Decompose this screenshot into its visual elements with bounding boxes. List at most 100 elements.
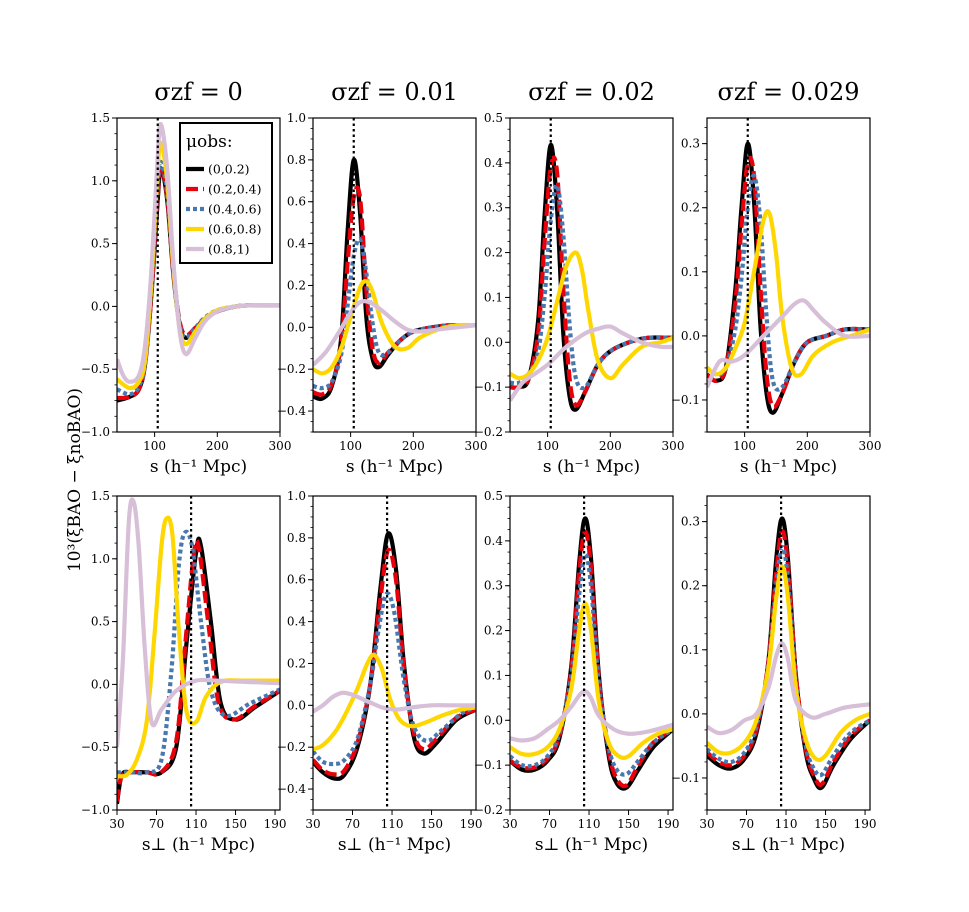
y-tick-label: 0.8 xyxy=(287,531,306,545)
y-tick-label: 0.0 xyxy=(484,713,503,727)
y-tick-label: 0.0 xyxy=(484,335,503,349)
x-axis-label: s⊥ (h⁻¹ Mpc) xyxy=(142,835,255,855)
y-tick-label: 0.1 xyxy=(681,265,700,279)
y-tick-label: 0.0 xyxy=(287,320,306,334)
x-tick-label: 110 xyxy=(381,817,404,831)
series-line-(0.6,0.8) xyxy=(510,250,673,381)
series-line-(0.6,0.8) xyxy=(313,652,476,752)
x-tick-label: 30 xyxy=(502,817,517,831)
shared-y-axis-label: 10³(ξBAO − ξnoBAO) xyxy=(65,388,85,572)
legend-label: (0.8,1) xyxy=(208,242,250,257)
y-tick-label: 0.4 xyxy=(287,615,306,629)
panels-group: −1.0 −0.5 0.0 0.5 1.0 1.5 100 200 300 σzf = 0 s (h… xyxy=(81,78,882,855)
series-line-(0.4,0.6) xyxy=(313,591,476,767)
x-tick-label: 150 xyxy=(224,817,247,831)
series-line-(0.8,1) xyxy=(510,324,673,402)
y-tick-label: −0.1 xyxy=(474,380,503,394)
panel-top-1: −0.4 −0.2 0.0 0.2 0.4 0.6 0.8 1.0 100 200 300 σzf =… xyxy=(277,78,488,477)
legend-title: μobs: xyxy=(186,132,233,152)
panel-top-2: −0.2 −0.1 0.0 0.1 0.2 0.3 0.4 0.5 100 200 300 σzf =… xyxy=(474,78,685,477)
y-tick-label: 1.5 xyxy=(91,111,110,125)
x-tick-label: 30 xyxy=(699,817,714,831)
series-line-(0.4,0.6) xyxy=(707,173,870,392)
series-line-(0.6,0.8) xyxy=(117,515,280,779)
x-axis-label: s (h⁻¹ Mpc) xyxy=(150,457,247,477)
series-line-(0.8,1) xyxy=(117,121,280,384)
series-line-(0.2,0.4) xyxy=(510,529,673,789)
y-tick-label: 0.0 xyxy=(91,677,110,691)
series-line-(0,0.2) xyxy=(313,531,476,781)
series-line-(0.2,0.4) xyxy=(313,547,476,777)
series-line-(0.2,0.4) xyxy=(707,155,870,410)
x-axis-label: s⊥ (h⁻¹ Mpc) xyxy=(338,835,451,855)
y-tick-label: 0.0 xyxy=(91,299,110,313)
y-tick-label: 0.2 xyxy=(484,246,503,260)
y-tick-label: 1.0 xyxy=(91,174,110,188)
y-tick-label: 0.8 xyxy=(287,153,306,167)
panel-top-0: −1.0 −0.5 0.0 0.5 1.0 1.5 100 200 300 σzf = 0 s (h… xyxy=(81,78,292,477)
series-line-(0.8,1) xyxy=(313,690,476,714)
x-tick-label: 70 xyxy=(149,817,164,831)
x-tick-label: 100 xyxy=(536,439,559,453)
y-tick-label: 0.1 xyxy=(484,290,503,304)
series-line-(0.6,0.8) xyxy=(707,209,870,378)
y-tick-label: 0.0 xyxy=(681,329,700,343)
series-group xyxy=(510,516,673,791)
y-tick-label: −0.1 xyxy=(474,758,503,772)
y-tick-label: 0.6 xyxy=(287,573,306,587)
x-tick-label: 300 xyxy=(859,439,882,453)
x-tick-label: 300 xyxy=(269,439,292,453)
x-tick-label: 200 xyxy=(206,439,229,453)
y-tick-label: 0.4 xyxy=(484,534,503,548)
y-tick-label: 0.3 xyxy=(484,201,503,215)
y-tick-label: −0.2 xyxy=(474,425,503,439)
y-tick-label: 0.2 xyxy=(484,624,503,638)
y-tick-label: 0.5 xyxy=(91,237,110,251)
y-tick-label: 1.0 xyxy=(287,111,306,125)
panel-title: σzf = 0.02 xyxy=(528,78,655,106)
y-tick-label: 1.0 xyxy=(287,489,306,503)
y-tick-label: 0.6 xyxy=(287,195,306,209)
x-tick-label: 200 xyxy=(599,439,622,453)
axes-frame xyxy=(706,117,871,433)
series-line-(0.2,0.4) xyxy=(510,155,673,408)
y-tick-label: 0.5 xyxy=(91,615,110,629)
x-axis-label: s (h⁻¹ Mpc) xyxy=(346,457,443,477)
series-line-(0,0.2) xyxy=(313,157,476,402)
x-tick-label: 70 xyxy=(542,817,557,831)
y-tick-label: 0.0 xyxy=(681,707,700,721)
y-tick-label: 0.4 xyxy=(484,156,503,170)
y-tick-label: 0.5 xyxy=(484,489,503,503)
series-line-(0.4,0.6) xyxy=(510,552,673,777)
x-axis-label: s⊥ (h⁻¹ Mpc) xyxy=(732,835,845,855)
y-tick-label: 0.1 xyxy=(484,668,503,682)
y-tick-label: −0.2 xyxy=(277,740,306,754)
x-tick-label: 300 xyxy=(465,439,488,453)
y-tick-label: −0.5 xyxy=(81,740,110,754)
y-tick-label: −0.2 xyxy=(474,803,503,817)
y-tick-label: 0.3 xyxy=(484,579,503,593)
x-tick-label: 70 xyxy=(345,817,360,831)
y-tick-label: 0.4 xyxy=(287,237,306,251)
x-tick-label: 150 xyxy=(814,817,837,831)
x-tick-label: 190 xyxy=(460,817,483,831)
x-tick-label: 190 xyxy=(657,817,680,831)
y-tick-label: 0.3 xyxy=(681,515,700,529)
y-tick-label: −0.4 xyxy=(277,404,307,418)
y-tick-label: −0.5 xyxy=(81,362,110,376)
series-line-(0.6,0.8) xyxy=(510,601,673,760)
legend-label: (0.2,0.4) xyxy=(208,182,262,197)
series-group xyxy=(510,142,673,412)
x-tick-label: 30 xyxy=(109,817,124,831)
panel-title: σzf = 0.029 xyxy=(718,78,860,106)
y-tick-label: 1.5 xyxy=(91,489,110,503)
series-line-(0.2,0.4) xyxy=(313,185,476,397)
series-group xyxy=(707,141,870,415)
legend-label: (0,0.2) xyxy=(208,162,250,177)
series-line-(0.4,0.6) xyxy=(707,545,870,778)
series-group xyxy=(117,497,280,805)
y-tick-label: −1.0 xyxy=(81,803,110,817)
series-line-(0.2,0.4) xyxy=(117,538,280,802)
series-line-(0.6,0.8) xyxy=(707,564,870,763)
